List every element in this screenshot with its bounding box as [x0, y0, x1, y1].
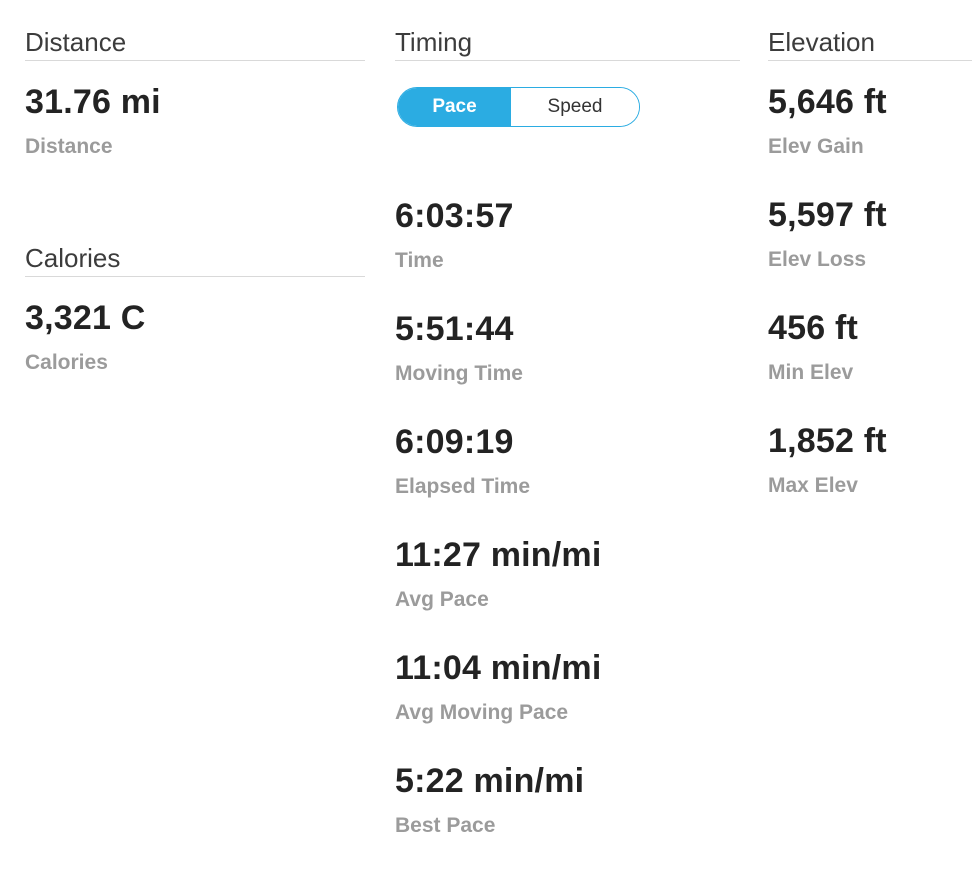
avg-moving-pace-value: 11:04 min/mi — [395, 649, 602, 687]
distance-value: 31.76 mi — [25, 83, 161, 121]
toggle-option-pace[interactable]: Pace — [398, 88, 511, 126]
elapsed-time-label: Elapsed Time — [395, 475, 531, 498]
min-elev-value: 456 ft — [768, 309, 859, 347]
distance-calories-column: Distance 31.76 mi Distance Calories 3,32… — [25, 27, 365, 408]
stat-moving-time: 5:51:44 Moving Time — [395, 306, 740, 387]
calories-section-title: Calories — [25, 243, 365, 277]
toggle-option-speed[interactable]: Speed — [511, 88, 639, 126]
calories-section: Calories 3,321 C Calories — [25, 243, 365, 376]
stat-avg-moving-pace: 11:04 min/mi Avg Moving Pace — [395, 645, 740, 726]
stat-avg-pace: 11:27 min/mi Avg Pace — [395, 532, 740, 613]
stat-max-elev: 1,852 ft Max Elev — [768, 418, 972, 499]
timing-section-title: Timing — [395, 27, 740, 61]
stat-elev-gain: 5,646 ft Elev Gain — [768, 79, 972, 160]
stat-calories: 3,321 C Calories — [25, 295, 365, 376]
pace-speed-toggle[interactable]: Pace Speed — [397, 87, 640, 127]
calories-value: 3,321 C — [25, 299, 146, 337]
timing-column: Timing Pace Speed 6:03:57 Time 5:51:44 M… — [395, 27, 740, 871]
time-label: Time — [395, 249, 444, 272]
stat-distance: 31.76 mi Distance — [25, 79, 365, 160]
max-elev-value: 1,852 ft — [768, 422, 887, 460]
stat-elapsed-time: 6:09:19 Elapsed Time — [395, 419, 740, 500]
best-pace-label: Best Pace — [395, 814, 496, 837]
stat-best-pace: 5:22 min/mi Best Pace — [395, 758, 740, 839]
moving-time-label: Moving Time — [395, 362, 523, 385]
elev-gain-value: 5,646 ft — [768, 83, 887, 121]
distance-label: Distance — [25, 135, 113, 158]
stat-elev-loss: 5,597 ft Elev Loss — [768, 192, 972, 273]
avg-moving-pace-label: Avg Moving Pace — [395, 701, 569, 724]
moving-time-value: 5:51:44 — [395, 310, 514, 348]
time-value: 6:03:57 — [395, 197, 514, 235]
stat-min-elev: 456 ft Min Elev — [768, 305, 972, 386]
best-pace-value: 5:22 min/mi — [395, 762, 585, 800]
elapsed-time-value: 6:09:19 — [395, 423, 514, 461]
stat-time: 6:03:57 Time — [395, 193, 740, 274]
avg-pace-value: 11:27 min/mi — [395, 536, 602, 574]
calories-label: Calories — [25, 351, 108, 374]
min-elev-label: Min Elev — [768, 361, 854, 384]
max-elev-label: Max Elev — [768, 474, 858, 497]
avg-pace-label: Avg Pace — [395, 588, 489, 611]
elevation-column: Elevation 5,646 ft Elev Gain 5,597 ft El… — [768, 27, 972, 531]
elev-loss-label: Elev Loss — [768, 248, 867, 271]
distance-section: Distance 31.76 mi Distance — [25, 27, 365, 160]
distance-section-title: Distance — [25, 27, 365, 61]
elev-loss-value: 5,597 ft — [768, 196, 887, 234]
elevation-section-title: Elevation — [768, 27, 972, 61]
elev-gain-label: Elev Gain — [768, 135, 864, 158]
